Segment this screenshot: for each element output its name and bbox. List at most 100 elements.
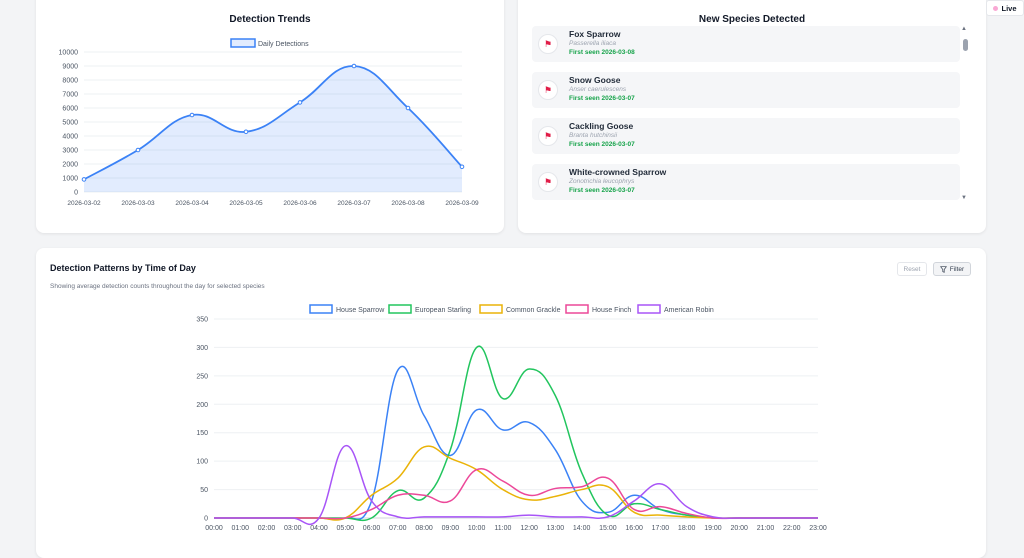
x-tick-label: 06:00	[363, 525, 381, 532]
y-tick-label: 350	[196, 317, 208, 324]
x-tick-label: 17:00	[652, 525, 670, 532]
x-tick-label: 19:00	[704, 525, 722, 532]
species-first-seen: First seen 2026-03-07	[569, 95, 635, 102]
detection-patterns-chart: 0 50 100 150 200 250 300 350 00:00 01:00 02:00 03:0…	[196, 304, 827, 532]
detection-patterns-card: Detection Patterns by Time of Day Showin…	[36, 248, 986, 558]
legend-label: American Robin	[664, 307, 714, 314]
data-point	[351, 63, 357, 69]
detection-trends-title: Detection Trends	[229, 14, 311, 25]
x-tick-label: 14:00	[573, 525, 591, 532]
species-scrollbar[interactable]: ▲ ▼	[961, 26, 969, 201]
x-tick-label: 02:00	[258, 525, 276, 532]
y-tick-label: 0	[74, 190, 78, 197]
legend-label: Daily Detections	[258, 41, 309, 48]
bird-icon: ⚑	[538, 80, 558, 100]
x-tick-label: 07:00	[389, 525, 407, 532]
species-item[interactable]: ⚑ Cackling Goose Branta hutchinsii First…	[532, 118, 960, 154]
species-item[interactable]: ⚑ White-crowned Sparrow Zonotrichia leuc…	[532, 164, 960, 200]
new-species-card: New Species Detected ⚑ Fox Sparrow Passe…	[518, 0, 986, 233]
scroll-thumb[interactable]	[963, 39, 968, 51]
scroll-down-icon[interactable]: ▼	[961, 195, 967, 201]
species-item[interactable]: ⚑ Fox Sparrow Passerella iliaca First se…	[532, 26, 960, 62]
x-tick-label: 10:00	[468, 525, 486, 532]
species-name: Fox Sparrow	[569, 29, 621, 39]
legend-swatch	[637, 304, 661, 314]
species-name: Cackling Goose	[569, 121, 634, 131]
y-tick-label: 150	[196, 430, 208, 437]
x-tick-label: 21:00	[757, 525, 775, 532]
x-tick-label: 2026-03-08	[391, 200, 425, 207]
y-tick-label: 50	[200, 487, 208, 494]
species-scientific-name: Branta hutchinsii	[569, 132, 618, 139]
y-tick-label: 6000	[62, 106, 78, 113]
filter-button[interactable]: Filter	[933, 262, 971, 276]
x-tick-label: 2026-03-06	[283, 200, 317, 207]
y-tick-label: 1000	[62, 176, 78, 183]
y-tick-label: 100	[196, 459, 208, 466]
x-tick-label: 03:00	[284, 525, 302, 532]
reset-button[interactable]: Reset	[897, 262, 927, 276]
x-tick-label: 05:00	[337, 525, 355, 532]
species-name: Snow Goose	[569, 75, 621, 85]
legend-swatch	[230, 38, 256, 48]
x-tick-label: 22:00	[783, 525, 801, 532]
detection-trends-chart: 0 1000 2000 3000 4000 5000 6000 7000 8000 9000 100…	[59, 38, 479, 207]
y-tick-label: 5000	[62, 120, 78, 127]
species-list[interactable]: ⚑ Fox Sparrow Passerella iliaca First se…	[532, 26, 960, 201]
x-tick-label: 16:00	[625, 525, 643, 532]
data-point	[459, 164, 465, 170]
series-line	[214, 445, 818, 521]
species-name: White-crowned Sparrow	[569, 167, 667, 177]
species-first-seen: First seen 2026-03-08	[569, 49, 635, 56]
data-point	[81, 177, 87, 182]
legend-swatch	[565, 304, 589, 314]
filter-label: Filter	[949, 265, 965, 273]
y-tick-label: 8000	[62, 78, 78, 85]
x-tick-label: 2026-03-05	[229, 200, 263, 207]
detection-patterns-subtitle: Showing average detection counts through…	[50, 283, 265, 290]
y-tick-label: 250	[196, 373, 208, 380]
bird-icon: ⚑	[538, 172, 558, 192]
y-tick-label: 200	[196, 402, 208, 409]
x-tick-label: 2026-03-02	[67, 200, 101, 207]
series-line	[214, 468, 818, 520]
x-tick-label: 23:00	[809, 525, 827, 532]
x-tick-label: 01:00	[231, 525, 249, 532]
detection-trends-card: Detection Trends 0 1000 2000 3000 4000 5000 60…	[36, 0, 504, 233]
species-scientific-name: Zonotrichia leucophrys	[569, 178, 635, 185]
x-tick-label: 12:00	[520, 525, 538, 532]
x-tick-label: 2026-03-04	[175, 200, 209, 207]
y-tick-label: 0	[204, 516, 208, 523]
scroll-up-icon[interactable]: ▲	[961, 26, 967, 32]
species-first-seen: First seen 2026-03-07	[569, 141, 635, 148]
x-tick-label: 2026-03-09	[445, 200, 479, 207]
y-tick-label: 300	[196, 345, 208, 352]
legend-swatch	[479, 304, 503, 314]
legend-label: House Sparrow	[336, 307, 385, 314]
live-button[interactable]: Live	[986, 0, 1024, 16]
data-point	[135, 147, 141, 153]
legend-label: European Starling	[415, 307, 471, 314]
series-line	[214, 445, 818, 526]
species-first-seen: First seen 2026-03-07	[569, 187, 635, 194]
x-tick-label: 09:00	[442, 525, 460, 532]
series-area	[84, 65, 462, 192]
legend-label: Common Grackle	[506, 307, 561, 314]
x-tick-label: 13:00	[547, 525, 565, 532]
x-tick-label: 18:00	[678, 525, 696, 532]
y-tick-label: 7000	[62, 92, 78, 99]
data-point	[189, 112, 195, 118]
x-tick-label: 15:00	[599, 525, 617, 532]
y-tick-label: 4000	[62, 134, 78, 141]
x-tick-label: 2026-03-07	[337, 200, 371, 207]
filter-icon	[939, 265, 947, 273]
x-tick-label: 11:00	[494, 525, 511, 532]
y-tick-label: 10000	[59, 50, 79, 57]
species-item[interactable]: ⚑ Snow Goose Anser caerulescens First se…	[532, 72, 960, 108]
data-point	[243, 129, 249, 135]
data-point	[297, 100, 303, 105]
series-line	[214, 345, 818, 522]
bird-icon: ⚑	[538, 34, 558, 54]
x-tick-label: 00:00	[205, 525, 223, 532]
y-tick-label: 9000	[62, 64, 78, 71]
